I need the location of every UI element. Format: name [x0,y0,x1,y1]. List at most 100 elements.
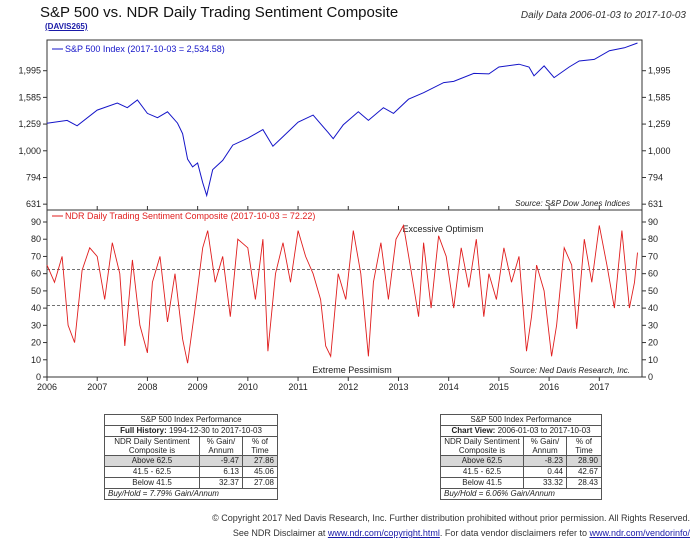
row-time: 27.08 [242,477,278,489]
y-tick-label: 631 [648,199,663,209]
y-tick-label: 20 [648,338,658,348]
table-subtitle: 1994-12-30 to 2017-10-03 [166,426,262,435]
table-footer: Buy/Hold = 6.06% Gain/Annum [440,488,602,500]
y-tick-label: 50 [648,286,658,296]
date-range: Daily Data 2006-01-03 to 2017-10-03 [520,10,686,21]
row-label: 41.5 - 62.5 [104,466,200,478]
col-header-sentiment: NDR Daily Sentiment Composite is [440,436,524,456]
y-tick-label: 60 [648,269,658,279]
table-row: Above 62.5 -8.23 28.90 [440,455,602,467]
table-subtitle-bold: Full History: [120,426,167,435]
x-tick-label: 2010 [238,382,258,392]
sp500-series-line [46,42,638,198]
y-tick-label: 1,995 [18,66,41,76]
y-tick-label: 1,585 [18,92,41,102]
sp500-panel-frame [46,39,643,211]
row-label: Above 62.5 [440,455,524,467]
disclaimer-line: See NDR Disclaimer at www.ndr.com/copyri… [233,528,690,538]
y-tick-label: 60 [31,269,41,279]
y-tick-label: 90 [31,217,41,227]
copyright-notice: © Copyright 2017 Ned Davis Research, Inc… [212,513,690,523]
x-tick-label: 2016 [539,382,559,392]
table-row: 41.5 - 62.5 6.13 45.06 [104,466,278,478]
chart-code-link[interactable]: (DAVIS265) [45,22,88,31]
y-tick-label: 30 [648,320,658,330]
row-gain: -9.47 [199,455,243,467]
sentiment-source: Source: Ned Davis Research, Inc. [510,366,631,375]
row-time: 28.90 [566,455,602,467]
y-tick-label: 30 [31,320,41,330]
table-row: Below 41.5 33.32 28.43 [440,477,602,489]
x-tick-label: 2007 [87,382,107,392]
excessive-optimism-label: Excessive Optimism [402,224,483,234]
disclaimer-text: . For data vendor disclaimers refer to [439,528,590,538]
sp500-legend: S&P 500 Index (2017-10-03 = 2,534.58) [65,44,225,54]
y-tick-label: 70 [31,251,41,261]
row-gain: -8.23 [523,455,567,467]
x-tick-label: 2012 [338,382,358,392]
col-header-sentiment: NDR Daily Sentiment Composite is [104,436,200,456]
x-tick-label: 2008 [137,382,157,392]
row-label: Below 41.5 [440,477,524,489]
y-tick-label: 0 [36,372,41,382]
row-gain: 32.37 [199,477,243,489]
col-header-gain: % Gain/ Annum [523,436,567,456]
table-row: 41.5 - 62.5 0.44 42.67 [440,466,602,478]
col-header-gain: % Gain/ Annum [199,436,243,456]
x-tick-label: 2006 [37,382,57,392]
full-history-table: S&P 500 Index Performance Full History: … [104,414,278,500]
x-tick-label: 2015 [489,382,509,392]
y-tick-label: 1,259 [648,119,671,129]
y-tick-label: 70 [648,251,658,261]
row-time: 42.67 [566,466,602,478]
table-title: S&P 500 Index Performance [104,414,278,426]
disclaimer-text: See NDR Disclaimer at [232,528,328,538]
y-tick-label: 1,259 [18,119,41,129]
row-time: 27.86 [242,455,278,467]
x-tick-label: 2011 [288,382,307,392]
chart-title: S&P 500 vs. NDR Daily Trading Sentiment … [40,4,399,21]
row-gain: 6.13 [199,466,243,478]
table-footer: Buy/Hold = 7.79% Gain/Annum [104,488,278,500]
y-tick-label: 40 [648,303,658,313]
y-tick-label: 80 [648,234,658,244]
row-time: 28.43 [566,477,602,489]
x-tick-label: 2013 [388,382,408,392]
y-tick-label: 80 [31,234,41,244]
table-subtitle-bold: Chart View: [451,426,496,435]
y-tick-label: 0 [648,372,653,382]
row-label: Below 41.5 [104,477,200,489]
row-label: 41.5 - 62.5 [440,466,524,478]
extreme-pessimism-label: Extreme Pessimism [312,365,392,375]
y-tick-label: 20 [31,338,41,348]
y-tick-label: 90 [648,217,658,227]
x-tick-label: 2009 [188,382,208,392]
table-title: S&P 500 Index Performance [440,414,602,426]
x-tick-label: 2014 [439,382,459,392]
row-gain: 0.44 [523,466,567,478]
chart-view-table: S&P 500 Index Performance Chart View: 20… [440,414,602,500]
vendorinfo-link[interactable]: www.ndr.com/vendorinfo/ [589,528,690,538]
y-tick-label: 631 [26,199,41,209]
y-tick-label: 50 [31,286,41,296]
col-header-time: % of Time [242,436,278,456]
row-label: Above 62.5 [104,455,200,467]
x-tick-label: 2017 [589,382,609,392]
table-row: Below 41.5 32.37 27.08 [104,477,278,489]
y-tick-label: 10 [31,355,41,365]
y-tick-label: 794 [26,173,41,183]
copyright-link[interactable]: www.ndr.com/copyright.html [327,528,440,538]
y-tick-label: 1,000 [18,146,41,156]
y-tick-label: 1,585 [648,92,671,102]
sentiment-series-line [46,224,638,364]
y-tick-label: 794 [648,173,663,183]
y-tick-label: 1,000 [648,146,671,156]
col-header-time: % of Time [566,436,602,456]
y-tick-label: 1,995 [648,66,671,76]
y-tick-label: 40 [31,303,41,313]
sp500-source: Source: S&P Dow Jones Indices [515,199,630,208]
table-subtitle: 2006-01-03 to 2017-10-03 [495,426,591,435]
table-row: Above 62.5 -9.47 27.86 [104,455,278,467]
y-tick-label: 10 [648,355,658,365]
